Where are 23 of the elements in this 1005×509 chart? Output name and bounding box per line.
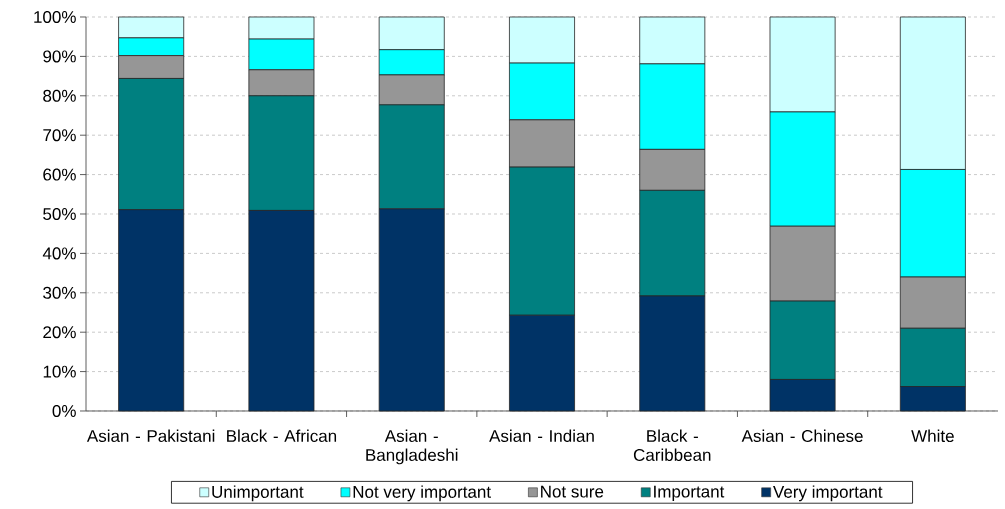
x-tick-label: Black - African bbox=[227, 429, 337, 443]
legend-label: Very important bbox=[773, 485, 883, 502]
legend-label: Unimportant bbox=[212, 485, 304, 502]
legend-label: Important bbox=[654, 485, 725, 501]
y-tick-label: 60% bbox=[43, 168, 76, 181]
legend-label: Not very important bbox=[353, 485, 491, 502]
y-tick-label: 100% bbox=[34, 10, 76, 24]
y-tick-label: 90% bbox=[43, 50, 76, 63]
x-tick-label: Asian - Chinese bbox=[741, 429, 863, 443]
y-tick-label: 20% bbox=[43, 326, 76, 339]
x-tick-label: White bbox=[911, 429, 954, 443]
y-tick-label: 40% bbox=[42, 247, 76, 260]
y-tick-label: 0% bbox=[52, 404, 76, 418]
y-tick-label: 10% bbox=[43, 365, 76, 378]
y-tick-label: 50% bbox=[43, 207, 76, 221]
y-tick-label: 80% bbox=[43, 89, 76, 102]
x-tick-label: Asian - Bangladeshi bbox=[366, 429, 458, 465]
legend-label: Not sure bbox=[541, 485, 604, 498]
x-tick-label: Black - Caribbean bbox=[633, 429, 711, 462]
x-tick-label: Asian - Pakistani bbox=[86, 429, 215, 443]
y-tick-label: 30% bbox=[43, 286, 76, 299]
x-tick-label: Asian - Indian bbox=[489, 429, 594, 443]
y-tick-label: 70% bbox=[43, 129, 76, 142]
